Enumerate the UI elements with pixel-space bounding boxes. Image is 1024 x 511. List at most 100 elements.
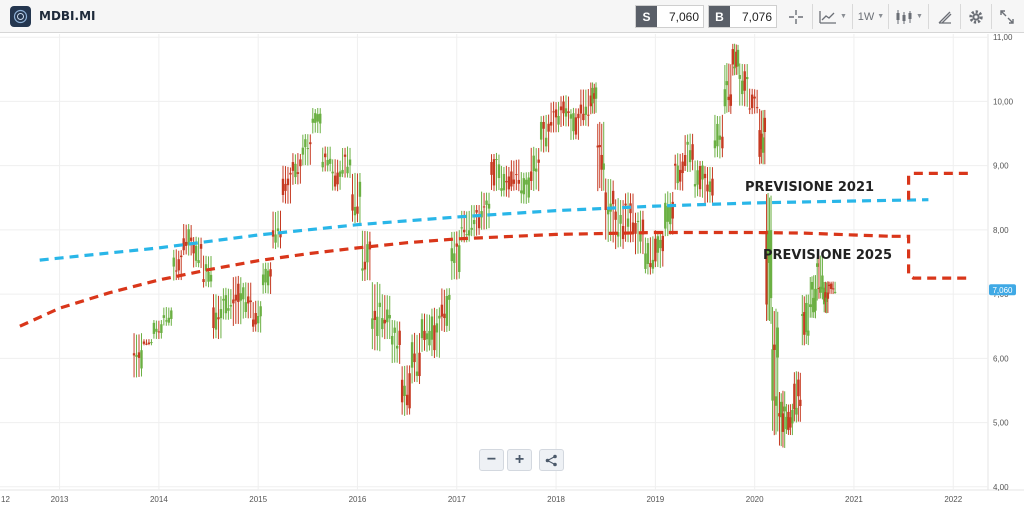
candle-style-button[interactable]: ▼ — [892, 5, 926, 28]
zoom-in-button[interactable]: + — [507, 449, 532, 471]
candle-body — [395, 345, 399, 349]
x-tick-label: 12 — [1, 495, 10, 504]
candle-body — [286, 178, 290, 186]
candle-body — [152, 322, 156, 334]
candle-body — [801, 314, 804, 316]
candle-body — [438, 315, 441, 319]
candle-body — [440, 304, 444, 317]
candle-body — [829, 283, 833, 289]
candle-body — [343, 154, 347, 157]
candle-body — [735, 51, 738, 67]
candle-body — [408, 373, 411, 409]
candle-body — [783, 406, 786, 412]
candle-body — [341, 169, 344, 174]
draw-tools-button[interactable] — [932, 5, 958, 28]
candle-body — [299, 159, 302, 167]
candle-body — [731, 49, 735, 65]
candle-body — [244, 302, 247, 312]
candle-body — [552, 111, 555, 113]
candle-body — [311, 118, 314, 123]
candle-body — [716, 123, 719, 147]
candle-body — [358, 181, 362, 197]
candle-body — [264, 268, 267, 283]
candle-body — [482, 206, 486, 208]
candle-body — [589, 95, 593, 107]
x-tick-label: 2015 — [249, 495, 267, 504]
candle-body — [373, 310, 377, 320]
zoom-out-label: − — [486, 451, 497, 468]
y-tick-label: 5,00 — [993, 419, 1009, 428]
candle-body — [274, 234, 277, 243]
zoom-out-button[interactable]: − — [479, 449, 504, 471]
candle-body — [467, 230, 471, 236]
candle-body — [366, 244, 369, 263]
candle-body — [333, 175, 337, 187]
candle-body — [157, 331, 161, 333]
candle-body — [812, 297, 815, 313]
chevron-down-icon: ▼ — [840, 13, 847, 20]
candle-body — [500, 188, 503, 191]
separator — [888, 4, 889, 29]
candle-body — [530, 171, 533, 181]
candle-body — [616, 232, 620, 237]
candle-body — [487, 203, 491, 209]
candle-body — [256, 315, 260, 324]
price-chart[interactable]: 12 2013 2014 2015 2016 2017 2018 2019 2020 2021 20… — [0, 34, 1024, 511]
candle-body — [574, 117, 578, 135]
candle-body — [259, 306, 262, 317]
sell-price-box[interactable]: S 7,060 — [635, 5, 704, 28]
candle-body — [593, 93, 596, 99]
candle-body — [227, 308, 230, 311]
candle-body — [587, 114, 590, 116]
annotation-previsione-2021: PREVISIONE 2021 — [745, 180, 874, 195]
candle-body — [301, 147, 305, 155]
candle-body — [624, 203, 627, 206]
candle-body — [472, 220, 476, 225]
candle-body — [696, 170, 699, 185]
chevron-down-icon: ▼ — [916, 13, 923, 20]
candle-body — [465, 234, 468, 236]
candle-body — [765, 231, 768, 305]
candle-body — [547, 123, 550, 132]
candle-body — [460, 227, 463, 229]
candle-body — [147, 342, 151, 344]
candle-body — [252, 319, 255, 327]
candle-body — [239, 293, 242, 301]
candle-body — [192, 243, 195, 254]
x-tick-label: 2022 — [944, 495, 962, 504]
candle-body — [666, 205, 669, 222]
timeframe-select[interactable]: 1W ▼ — [856, 5, 886, 28]
x-axis-labels: 12 2013 2014 2015 2016 2017 2018 2019 2020 2021 20… — [1, 495, 963, 504]
crosshair-button[interactable] — [782, 5, 810, 28]
candle-body — [569, 114, 573, 119]
candle-body — [331, 171, 334, 174]
settings-button[interactable] — [963, 5, 989, 28]
candle-body — [199, 244, 203, 249]
buy-price-box[interactable]: B 7,076 — [708, 5, 777, 28]
candle-body — [769, 230, 773, 299]
candle-body — [453, 253, 456, 263]
candle-body — [326, 159, 329, 166]
candle-body — [319, 113, 322, 124]
candle-body — [778, 413, 781, 417]
candle-body — [296, 172, 300, 174]
candle-body — [458, 245, 461, 273]
x-tick-label: 2019 — [646, 495, 664, 504]
share-button[interactable] — [539, 449, 564, 471]
chart-type-button[interactable]: ▼ — [816, 5, 850, 28]
instrument-symbol: MDBI.MI — [39, 9, 96, 23]
candle-body — [773, 344, 776, 350]
annotation-previsione-2025: PREVISIONE 2025 — [763, 248, 892, 263]
candle-body — [160, 324, 163, 333]
fullscreen-button[interactable] — [994, 5, 1020, 28]
candle-body — [279, 232, 282, 238]
candles — [132, 43, 837, 448]
candle-body — [254, 313, 257, 325]
candle-body — [284, 183, 287, 191]
candle-body — [276, 228, 280, 232]
expand-icon — [1000, 9, 1014, 24]
last-price-value: 7,060 — [992, 286, 1013, 295]
candle-body — [507, 176, 511, 190]
separator — [928, 4, 929, 29]
candle-body — [651, 259, 655, 269]
